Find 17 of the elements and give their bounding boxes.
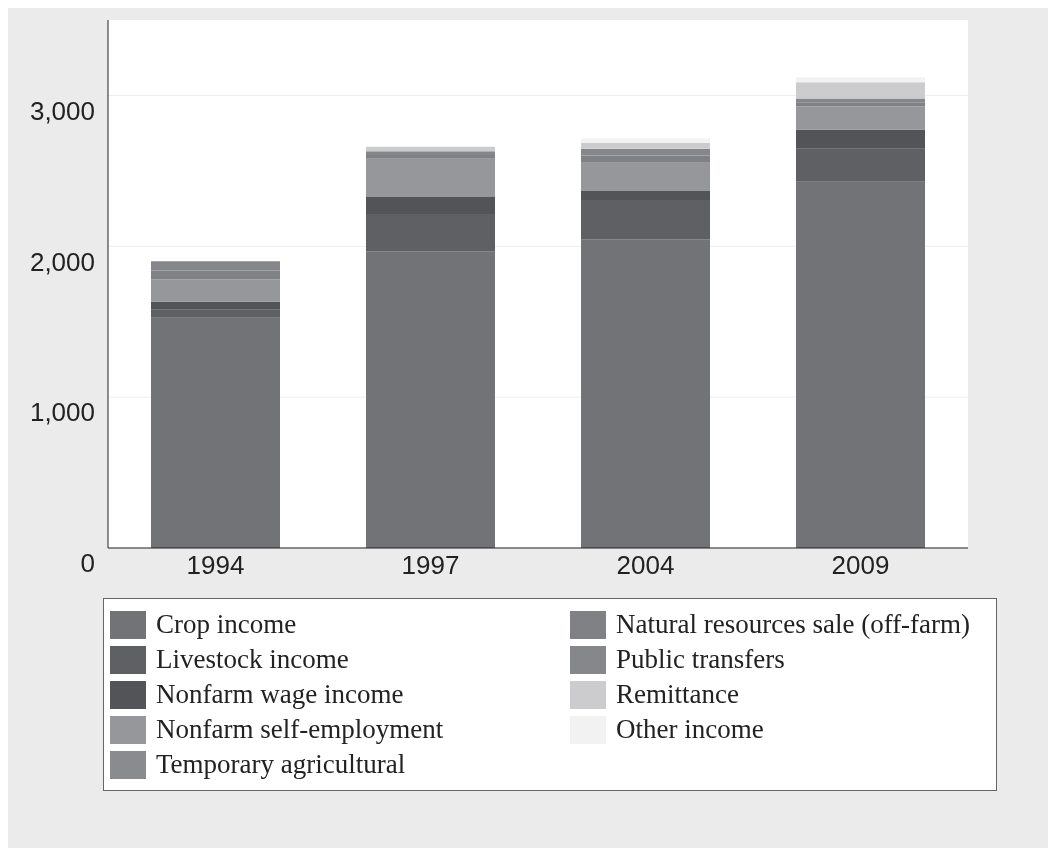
x-tick-label: 1997 (401, 550, 460, 581)
legend-label: Crop income (156, 609, 297, 640)
legend-label: Public transfers (616, 644, 785, 675)
legend-label: Temporary agricultural (156, 749, 406, 780)
y-tick-label: 2,000 (29, 246, 95, 277)
legend-label: Remittance (616, 679, 739, 710)
legend-label: Natural resources sale (off-farm) (616, 609, 971, 640)
legend-label: Other income (616, 714, 764, 745)
x-tick-label: 1994 (186, 550, 245, 581)
y-tick-label: 0 (80, 548, 95, 579)
y-tick-label: 1,000 (29, 397, 95, 428)
legend-label: Livestock income (156, 644, 349, 675)
x-tick-label: 2004 (616, 550, 675, 581)
y-tick-label: 3,000 (29, 95, 95, 126)
legend-label: Nonfarm wage income (156, 679, 404, 710)
legend-label: Nonfarm self-employment (156, 714, 444, 745)
x-tick-label: 2009 (831, 550, 890, 581)
